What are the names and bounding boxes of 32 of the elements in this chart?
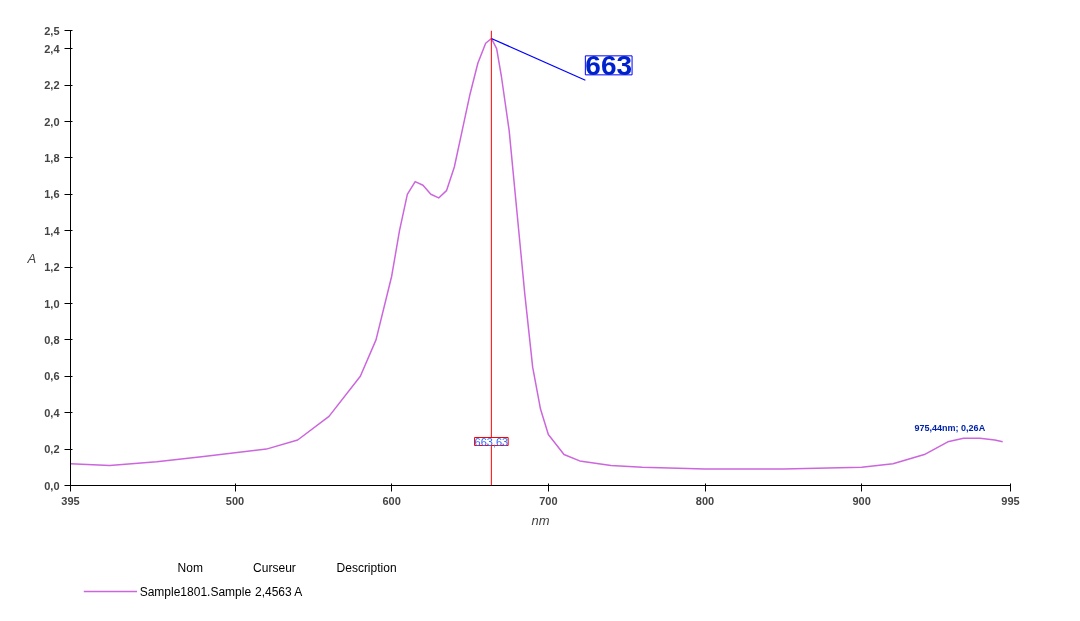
y-tick-label: 0,4 — [44, 406, 61, 419]
y-tick-label: 0,0 — [44, 479, 60, 492]
y-tick-label: 0,2 — [44, 443, 60, 456]
text: Nom — [177, 560, 203, 575]
x-tick-label: 995 — [1001, 494, 1020, 507]
text: Curseur — [253, 560, 296, 575]
x-tick-label: 900 — [852, 494, 871, 507]
y-tick-label: 1,8 — [44, 151, 60, 164]
y-tick-label: 2,5 — [44, 24, 60, 37]
y-tick-label: 1,6 — [44, 188, 60, 201]
x-tick-label: 600 — [382, 494, 401, 507]
y-tick-label: 0,6 — [44, 370, 60, 383]
y-tick-label: 2,2 — [44, 79, 60, 92]
y-tick-label: 1,2 — [44, 261, 60, 274]
annotation: 975,44nm; 0,26A — [914, 422, 986, 433]
ref-line-label: 663,63 — [474, 435, 509, 448]
y-axis-title: A — [26, 250, 37, 266]
x-axis-title: nm — [531, 512, 550, 528]
y-tick-label: 1,0 — [44, 297, 60, 310]
y-tick-label: 0,8 — [44, 333, 60, 346]
x-tick-label: 800 — [695, 494, 715, 507]
y-tick-label: 2,0 — [44, 115, 60, 128]
text: 2,4563 A — [254, 584, 303, 599]
y-tick-label: 2,4 — [44, 42, 61, 55]
legend-label: Sample1801.Sample — [139, 584, 252, 599]
x-tick-label: 395 — [61, 494, 80, 507]
x-tick-label: 700 — [539, 494, 558, 507]
y-tick-label: 1,4 — [44, 224, 61, 237]
annotation: 663 — [585, 49, 633, 81]
line-series — [70, 37, 1004, 470]
text: Description — [336, 560, 397, 575]
x-tick-label: 500 — [225, 494, 245, 507]
